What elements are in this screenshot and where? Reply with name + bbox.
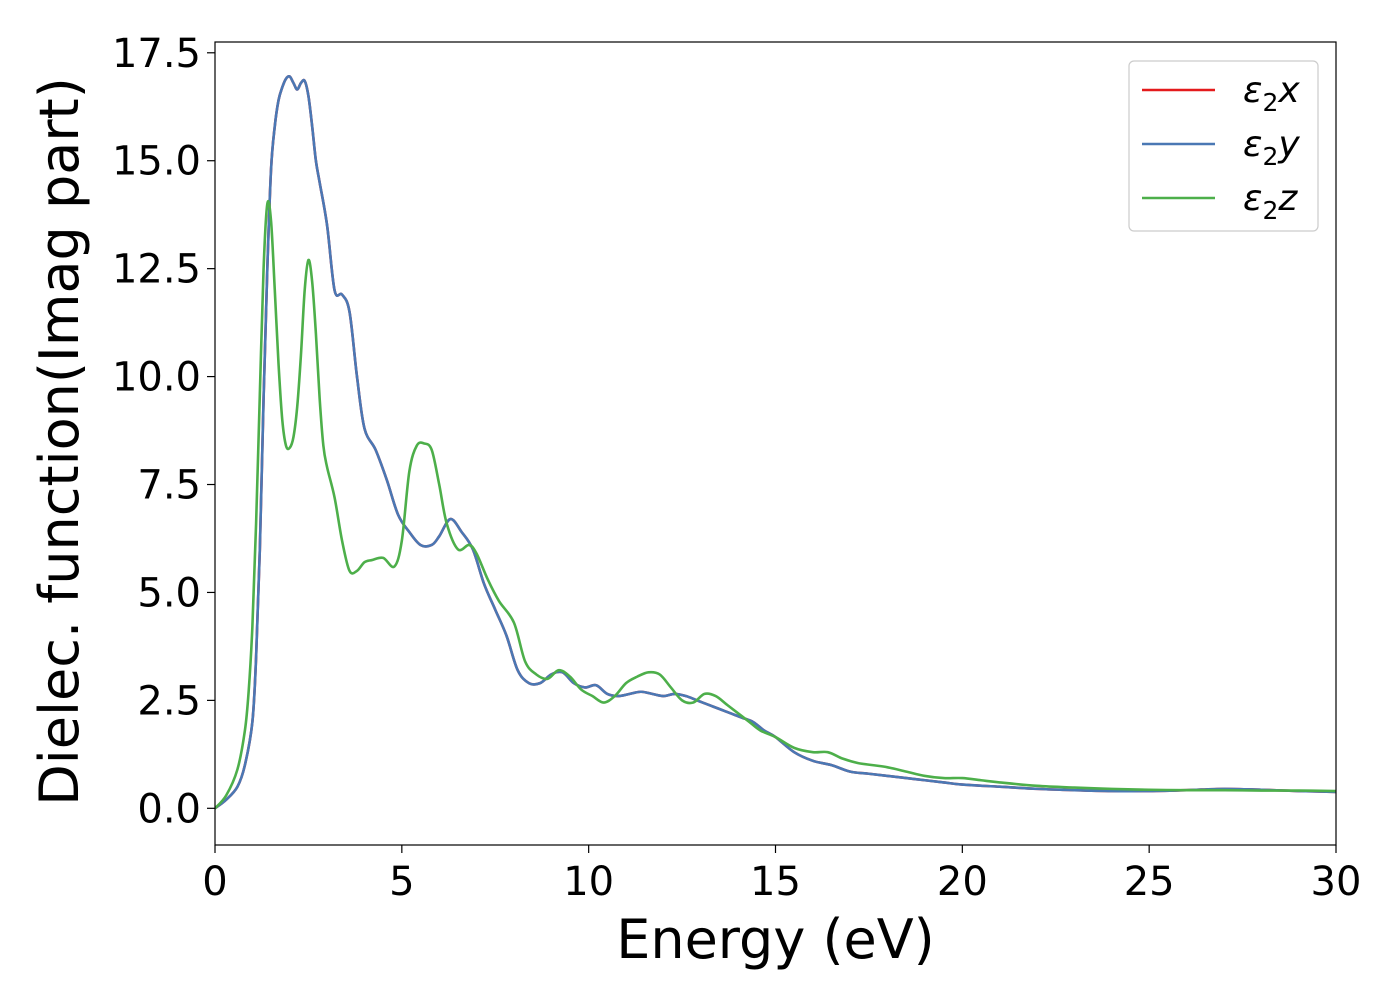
y-tick-label: 7.5 xyxy=(137,463,201,509)
y-tick-label: 12.5 xyxy=(112,247,201,293)
legend-item-y: ε2y xyxy=(1142,124,1300,171)
legend-label: ε2z xyxy=(1243,178,1298,225)
x-tick-label: 25 xyxy=(1124,859,1175,905)
y-tick-label: 5.0 xyxy=(137,570,201,616)
y-axis: 0.0 2.5 5.0 7.5 10.0 12.5 15.0 17.5 xyxy=(112,31,215,832)
series-line-z xyxy=(215,199,1336,810)
y-tick-label: 17.5 xyxy=(112,31,201,77)
x-axis: 0 5 10 15 20 25 30 xyxy=(202,845,1361,905)
legend-item-z: ε2z xyxy=(1142,178,1298,225)
x-tick-label: 0 xyxy=(202,859,227,905)
y-tick-label: 10.0 xyxy=(112,355,201,401)
legend-box xyxy=(1128,60,1319,232)
y-tick-label: 0.0 xyxy=(137,786,201,832)
x-tick-label: 20 xyxy=(937,859,988,905)
x-tick-label: 5 xyxy=(389,859,414,905)
series-line-y xyxy=(215,75,1336,810)
x-tick-label: 15 xyxy=(750,859,801,905)
legend: ε2x ε2y ε2z xyxy=(1128,60,1319,232)
x-tick-label: 10 xyxy=(563,859,614,905)
series-layer xyxy=(215,75,1336,810)
x-tick-label: 30 xyxy=(1311,859,1362,905)
y-tick-label: 15.0 xyxy=(112,139,201,185)
legend-label: ε2y xyxy=(1243,124,1300,171)
legend-item-x: ε2x xyxy=(1142,70,1300,117)
x-axis-label: Energy (eV) xyxy=(616,908,935,971)
legend-label: ε2x xyxy=(1243,70,1300,117)
y-tick-label: 2.5 xyxy=(137,678,201,724)
y-axis-label: Dielec. function(Imag part) xyxy=(28,77,91,806)
